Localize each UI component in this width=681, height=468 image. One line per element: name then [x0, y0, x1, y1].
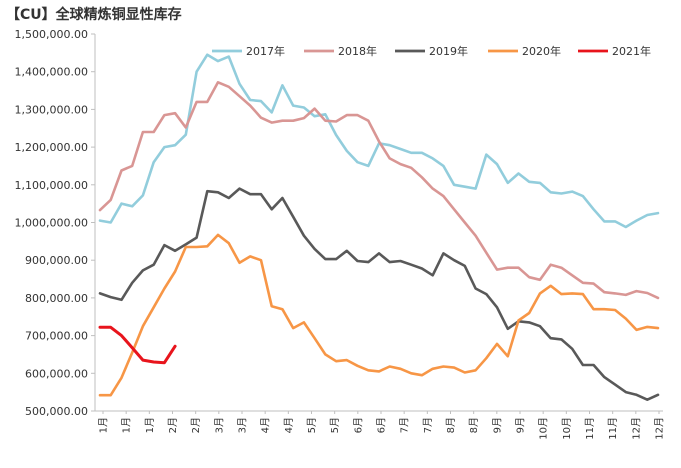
- y-tick-label: 700,000.00: [25, 330, 88, 343]
- x-tick-label: 2月: [190, 417, 202, 433]
- x-tick-label: 7月: [399, 417, 411, 433]
- x-tick-label: 6月: [352, 417, 364, 433]
- legend-label: 2017年: [246, 44, 285, 58]
- legend-label: 2019年: [429, 44, 468, 58]
- y-tick-label: 1,400,000.00: [15, 66, 88, 79]
- y-tick-label: 1,000,000.00: [15, 217, 88, 230]
- y-tick-label: 1,200,000.00: [15, 141, 88, 154]
- x-tick-label: 10月: [561, 417, 573, 440]
- x-tick-label: 12月: [630, 417, 642, 440]
- x-tick-label: 1月: [121, 417, 133, 433]
- y-tick-label: 800,000.00: [25, 292, 88, 305]
- series-line-2020: [98, 233, 660, 397]
- x-tick-label: 2月: [167, 417, 179, 433]
- x-tick-label: 8月: [445, 417, 457, 433]
- y-tick-label: 500,000.00: [25, 405, 88, 418]
- chart-title: 【CU】全球精炼铜显性库存: [6, 7, 182, 23]
- y-tick-label: 1,100,000.00: [15, 179, 88, 192]
- x-tick-label: 1月: [144, 417, 156, 433]
- x-tick-label: 11月: [584, 417, 596, 440]
- y-tick-label: 600,000.00: [25, 367, 88, 380]
- x-tick-label: 3月: [213, 417, 225, 433]
- y-tick-label: 1,500,000.00: [15, 28, 88, 41]
- x-tick-label: 6月: [376, 417, 388, 433]
- legend-label: 2020年: [522, 44, 561, 58]
- series-line-2021: [98, 325, 177, 365]
- legend-label: 2018年: [338, 44, 377, 58]
- x-tick-label: 5月: [329, 417, 341, 433]
- x-tick-label: 9月: [491, 417, 503, 433]
- x-tick-label: 11月: [607, 417, 619, 440]
- chart-axes: 500,000.00 600,000.00 700,000.00 800,000.00…: [15, 28, 666, 440]
- x-tick-label: 7月: [422, 417, 434, 433]
- chart-legend: 2017年 2018年 2019年 2020年 2021年: [212, 44, 651, 58]
- y-tick-label: 900,000.00: [25, 254, 88, 267]
- chart-series: [98, 53, 660, 402]
- x-tick-label: 3月: [237, 417, 249, 433]
- x-tick-label: 12月: [654, 417, 666, 440]
- x-tick-label: 1月: [98, 417, 110, 433]
- series-line-2018: [98, 81, 660, 300]
- x-tick-label: 5月: [306, 417, 318, 433]
- legend-label: 2021年: [612, 44, 651, 58]
- x-tick-label: 4月: [283, 417, 295, 433]
- x-tick-label: 10月: [538, 417, 550, 440]
- x-tick-label: 4月: [260, 417, 272, 433]
- x-tick-label: 8月: [468, 417, 480, 433]
- x-tick-label: 9月: [515, 417, 527, 433]
- y-tick-label: 1,300,000.00: [15, 103, 88, 116]
- series-line-2019: [98, 187, 660, 402]
